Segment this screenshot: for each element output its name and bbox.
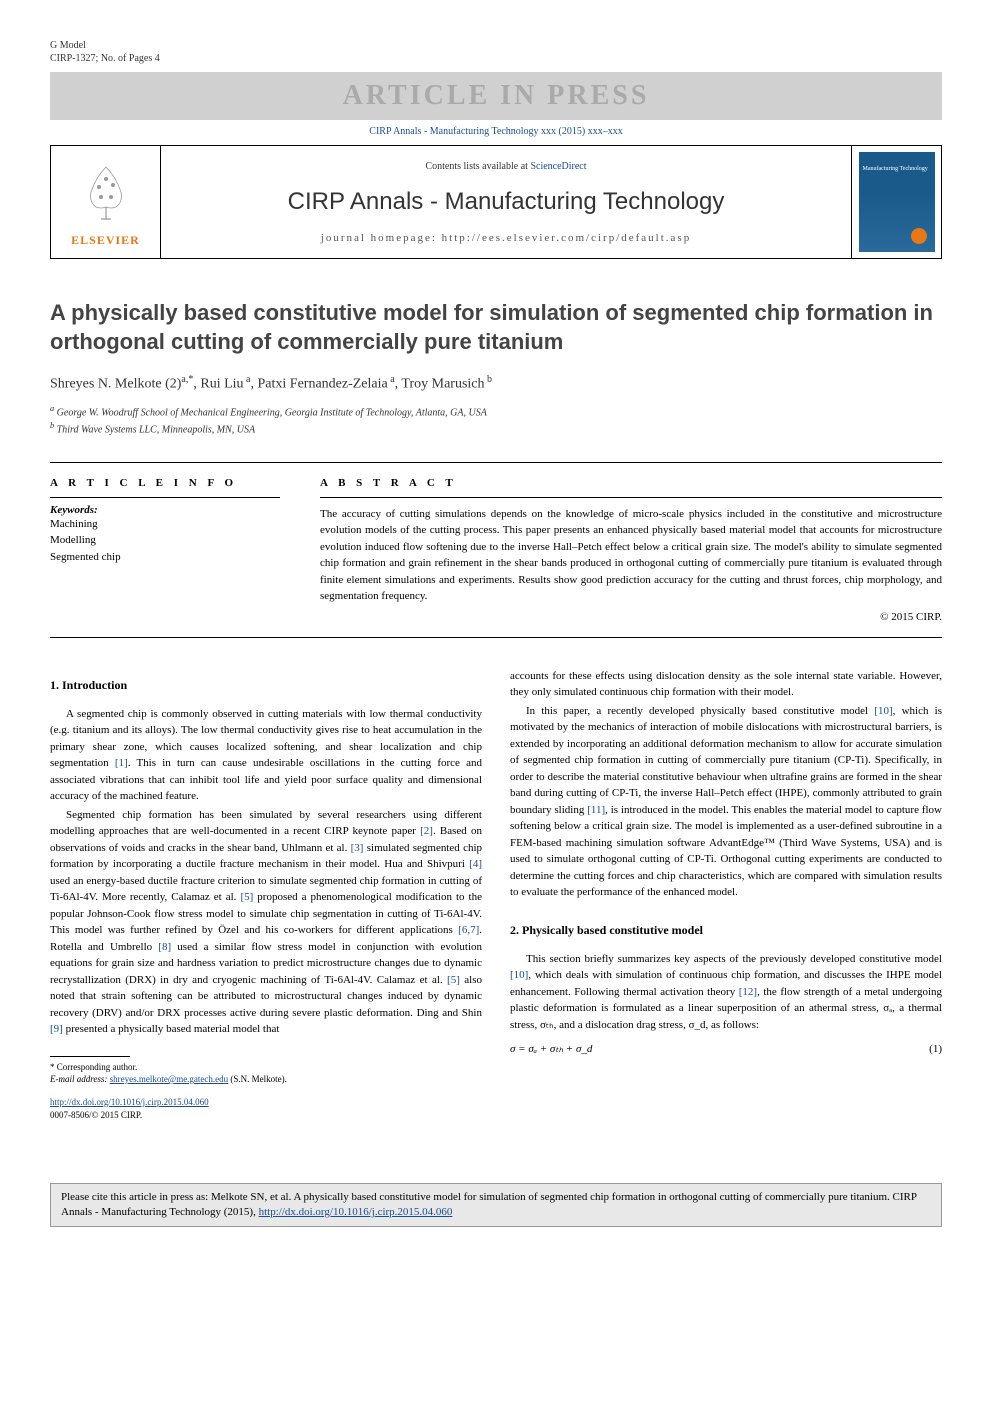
elsevier-logo-cell: ELSEVIER [51,146,161,258]
ref-link[interactable]: [5] [240,891,253,903]
abstract-text: The accuracy of cutting simulations depe… [320,506,942,605]
intro-paragraph-2: Segmented chip formation has been simula… [50,807,482,1038]
article-in-press-banner: ARTICLE IN PRESS [50,72,942,120]
abstract-heading: A B S T R A C T [320,477,942,489]
section-2-heading: 2. Physically based constitutive model [510,921,942,939]
doi-block: http://dx.doi.org/10.1016/j.cirp.2015.04… [50,1096,482,1123]
elsevier-tree-icon [71,157,141,227]
divider [50,497,280,498]
cover-text: Manufacturing Technology [863,166,928,173]
copyright-line: © 2015 CIRP. [320,611,942,623]
affiliation-b: b Third Wave Systems LLC, Minneapolis, M… [50,420,942,437]
journal-cover-thumbnail: Manufacturing Technology [859,152,935,252]
keywords-label: Keywords: [50,504,280,516]
affil-a-text: George W. Woodruff School of Mechanical … [57,407,487,418]
issn-line: 0007-8506/© 2015 CIRP. [50,1110,142,1120]
right-column: accounts for these effects using disloca… [510,668,942,1123]
affil-b-text: Third Wave Systems LLC, Minneapolis, MN,… [57,425,255,436]
journal-header-box: ELSEVIER Contents lists available at Sci… [50,145,942,259]
email-link[interactable]: shreyes.melkote@me.gatech.edu [110,1074,229,1084]
citation-box: Please cite this article in press as: Me… [50,1183,942,1228]
journal-cover-cell: Manufacturing Technology [851,146,941,258]
keywords-list: Machining Modelling Segmented chip [50,516,280,566]
affiliations: a George W. Woodruff School of Mechanica… [50,403,942,438]
article-title: A physically based constitutive model fo… [50,299,942,356]
journal-name: CIRP Annals - Manufacturing Technology [181,188,831,216]
contents-prefix: Contents lists available at [425,161,530,172]
ref-link[interactable]: [8] [158,941,171,953]
cite-box-text: Please cite this article in press as: Me… [61,1191,917,1218]
ref-link[interactable]: [12] [739,986,757,998]
email-label: E-mail address: [50,1074,110,1084]
header-center: Contents lists available at ScienceDirec… [161,146,851,258]
ref-link[interactable]: [6,7] [458,924,479,936]
authors-line: Shreyes N. Melkote (2)a,*, Rui Liu a, Pa… [50,374,942,393]
body-two-columns: 1. Introduction A segmented chip is comm… [50,668,942,1123]
ref-link[interactable]: [5] [447,974,460,986]
press-banner-text: ARTICLE IN PRESS [343,80,650,111]
article-info-heading: A R T I C L E I N F O [50,477,280,489]
keyword: Machining [50,516,280,533]
email-line: E-mail address: shreyes.melkote@me.gatec… [50,1073,482,1086]
intro-paragraph-1: A segmented chip is commonly observed in… [50,706,482,805]
corresponding-author-note: * Corresponding author. [50,1061,482,1074]
g-model-id: CIRP-1327; No. of Pages 4 [50,53,942,64]
journal-homepage: journal homepage: http://ees.elsevier.co… [181,232,831,244]
ref-link[interactable]: [10] [510,969,528,981]
ref-link[interactable]: [2] [420,825,433,837]
ref-link[interactable]: [1] [115,757,128,769]
ref-link[interactable]: [3] [351,842,364,854]
ref-link[interactable]: [10] [874,705,892,717]
ref-link[interactable]: [11] [587,804,605,816]
section-1-heading: 1. Introduction [50,676,482,694]
equation-1-number: (1) [929,1041,942,1058]
col2-paragraph-2: In this paper, a recently developed phys… [510,703,942,901]
g-model-label: G Model [50,40,942,51]
divider [320,497,942,498]
email-suffix: (S.N. Melkote). [228,1074,287,1084]
equation-1-body: σ = σₐ + σₜₕ + σ_d [510,1041,592,1058]
footnote-separator [50,1056,130,1057]
col2-paragraph-1: accounts for these effects using disloca… [510,668,942,701]
ref-link[interactable]: [4] [469,858,482,870]
info-abstract-row: A R T I C L E I N F O Keywords: Machinin… [50,463,942,637]
equation-1: σ = σₐ + σₜₕ + σ_d (1) [510,1041,942,1058]
article-info-col: A R T I C L E I N F O Keywords: Machinin… [50,477,280,623]
doi-link[interactable]: http://dx.doi.org/10.1016/j.cirp.2015.04… [50,1097,209,1107]
journal-reference-line: CIRP Annals - Manufacturing Technology x… [50,126,942,137]
divider [50,637,942,638]
sec2-paragraph-1: This section briefly summarizes key aspe… [510,951,942,1034]
ref-link[interactable]: [9] [50,1023,63,1035]
keyword: Modelling [50,532,280,549]
abstract-col: A B S T R A C T The accuracy of cutting … [320,477,942,623]
sciencedirect-link[interactable]: ScienceDirect [530,161,586,172]
elsevier-label: ELSEVIER [71,233,140,248]
affiliation-a: a George W. Woodruff School of Mechanica… [50,403,942,420]
cite-box-doi-link[interactable]: http://dx.doi.org/10.1016/j.cirp.2015.04… [259,1206,453,1218]
contents-lists-line: Contents lists available at ScienceDirec… [181,161,831,172]
keyword: Segmented chip [50,549,280,566]
left-column: 1. Introduction A segmented chip is comm… [50,668,482,1123]
